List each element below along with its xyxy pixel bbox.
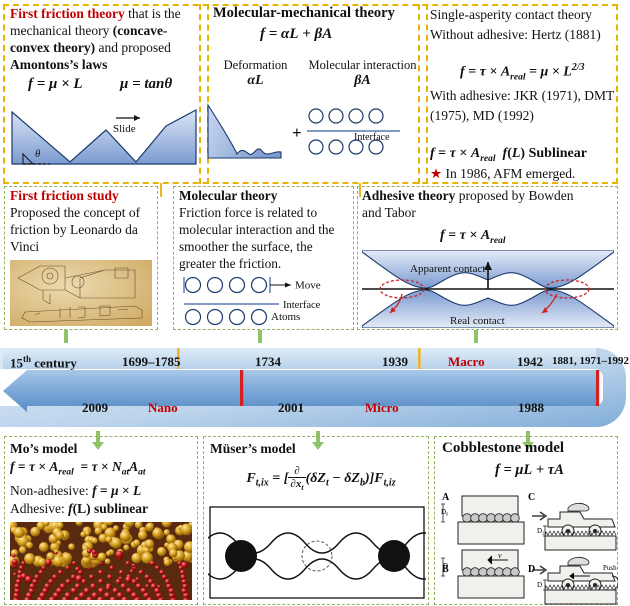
svg-text:θ: θ — [35, 148, 41, 160]
svg-text:Atoms: Atoms — [271, 311, 300, 323]
svg-text:D: D — [443, 562, 448, 570]
svg-text:D₀: D₀ — [441, 508, 449, 516]
svg-text:Move: Move — [295, 280, 321, 292]
svg-text:Slide: Slide — [113, 123, 136, 135]
svg-text:D: D — [537, 581, 542, 589]
svg-text:v: v — [498, 551, 502, 560]
svg-text:Real contact: Real contact — [450, 315, 505, 327]
svg-text:A: A — [442, 492, 450, 503]
svg-text:+: + — [292, 123, 302, 142]
svg-text:D₂: D₂ — [537, 527, 545, 535]
svg-text:C: C — [528, 492, 535, 503]
svg-text:Interface: Interface — [354, 132, 390, 143]
svg-text:Interface: Interface — [283, 300, 321, 311]
svg-text:Push: Push — [603, 564, 617, 572]
svg-text:Apparent contact: Apparent contact — [410, 263, 485, 275]
